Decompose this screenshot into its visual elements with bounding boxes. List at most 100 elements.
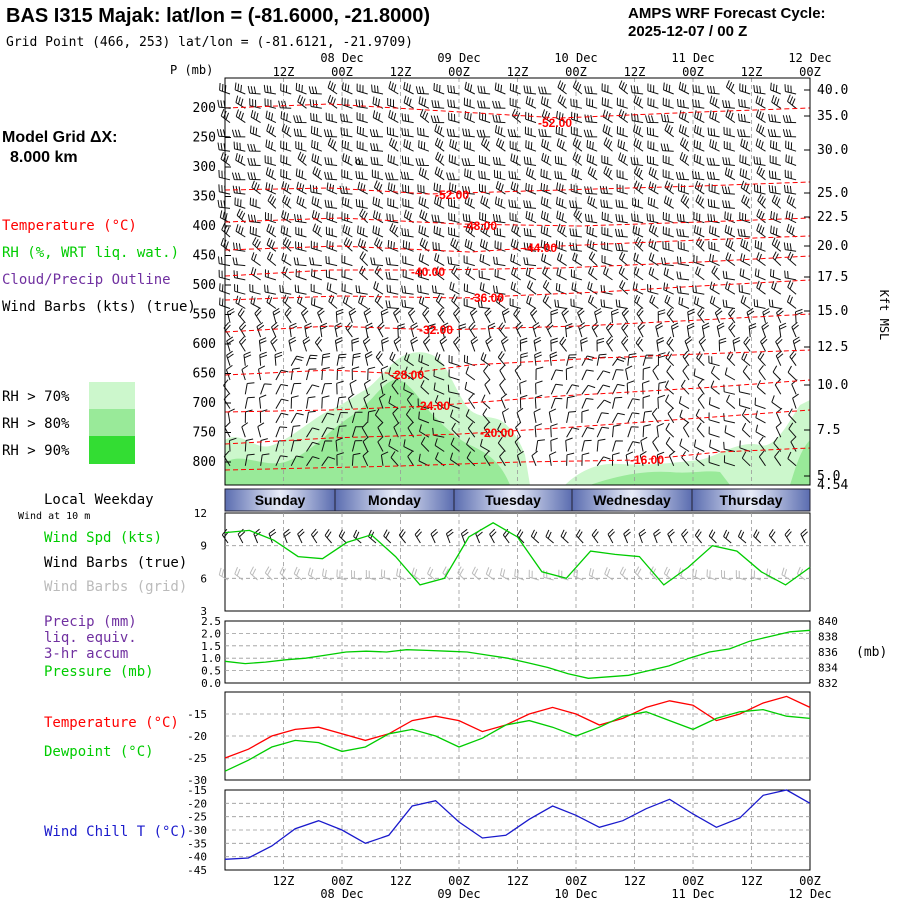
- upper-wind-barb: [696, 422, 705, 438]
- upper-wind-barb: [770, 211, 781, 224]
- bottom-date-label: 12 Dec: [788, 887, 831, 900]
- upper-wind-barb: [627, 398, 640, 409]
- upper-wind-barb: [786, 294, 797, 309]
- upper-wind-barb: [662, 155, 674, 166]
- upper-wind-barb: [565, 366, 574, 381]
- surface-wind-barb: [638, 528, 647, 544]
- upper-wind-barb: [722, 157, 735, 166]
- upper-wind-barb: [342, 295, 353, 309]
- upper-wind-barb: [753, 156, 766, 166]
- upper-wind-barb: [640, 436, 648, 452]
- upper-wind-barb: [392, 407, 399, 424]
- upper-wind-barb: [402, 255, 414, 267]
- upper-wind-barb: [662, 169, 674, 181]
- upper-wind-barb: [231, 172, 246, 181]
- upper-wind-barb: [768, 184, 781, 195]
- upper-wind-barb: [402, 240, 414, 252]
- upper-wind-barb: [220, 109, 231, 123]
- upper-wind-barb: [336, 353, 347, 366]
- surface-wind-barb: [623, 528, 631, 544]
- upper-wind-barb: [541, 152, 552, 166]
- upper-wind-barb: [601, 255, 613, 267]
- upper-wind-barb: [334, 337, 343, 352]
- upper-wind-barb: [549, 451, 557, 466]
- upper-wind-barb: [778, 322, 787, 338]
- temperature-line: [224, 695, 811, 759]
- upper-wind-barb: [642, 424, 651, 438]
- surface-wind-barb-grid: [692, 568, 702, 581]
- upper-wind-barb: [233, 242, 246, 252]
- upper-wind-barb: [224, 422, 231, 438]
- upper-wind-barb: [618, 152, 629, 166]
- upper-wind-barb: [584, 213, 598, 224]
- upper-wind-barb: [462, 128, 475, 138]
- bottom-time-label: 12Z: [624, 874, 646, 888]
- upper-wind-barb: [434, 352, 445, 367]
- upper-wind-barb: [493, 256, 506, 267]
- upper-wind-barb: [501, 307, 510, 323]
- upper-wind-barb: [265, 182, 277, 195]
- upper-wind-barb: [783, 242, 797, 252]
- upper-wind-barb: [310, 283, 322, 295]
- upper-wind-barb: [321, 427, 335, 438]
- weekday-label: Sunday: [255, 492, 306, 508]
- upper-wind-barb: [756, 380, 766, 395]
- upper-wind-barb: [377, 321, 385, 338]
- upper-wind-barb: [554, 170, 567, 181]
- upper-wind-barb: [463, 298, 475, 309]
- upper-wind-barb: [463, 140, 475, 152]
- upper-wind-barb: [615, 213, 628, 224]
- upper-wind-barb: [676, 228, 690, 238]
- upper-wind-barb: [789, 350, 797, 366]
- upper-wind-barb: [241, 365, 249, 381]
- pressure-tick-label: 650: [193, 367, 216, 382]
- upper-wind-barb: [256, 322, 265, 338]
- upper-wind-barb: [619, 280, 629, 295]
- upper-wind-barb: [646, 127, 659, 138]
- upper-wind-barb: [341, 169, 353, 181]
- height-axis-label: Kft MSL: [877, 290, 891, 341]
- upper-wind-barb: [381, 337, 389, 352]
- wind-tick-label: 3: [200, 605, 207, 618]
- isotherm-label: -16.00: [630, 453, 664, 467]
- surface-wind-barb-grid: [293, 566, 303, 581]
- upper-wind-barb: [755, 424, 766, 438]
- upper-wind-barb: [787, 451, 797, 467]
- upper-wind-barb: [321, 456, 336, 467]
- upper-wind-barb: [385, 271, 399, 281]
- upper-wind-barb: [217, 99, 231, 109]
- upper-wind-barb: [341, 212, 353, 224]
- upper-wind-barb: [465, 366, 476, 381]
- upper-wind-barb: [499, 450, 506, 467]
- upper-wind-barb: [401, 155, 414, 166]
- upper-wind-barb: [786, 223, 797, 238]
- upper-wind-barb: [678, 124, 690, 138]
- upper-wind-barb: [479, 282, 491, 295]
- upper-wind-barb: [448, 182, 460, 195]
- upper-wind-barb: [260, 383, 272, 395]
- upper-wind-barb: [554, 299, 567, 309]
- upper-wind-barb: [280, 169, 292, 181]
- upper-wind-barb: [708, 412, 720, 424]
- height-tick-label: 5.0: [817, 469, 840, 484]
- upper-wind-barb: [431, 100, 445, 109]
- upper-wind-barb: [480, 438, 491, 452]
- legend-wind-barbs: Wind Barbs (kts) (true): [2, 299, 196, 315]
- upper-wind-barb: [540, 96, 552, 109]
- upper-wind-barb: [600, 199, 613, 209]
- upper-wind-barb: [297, 94, 307, 109]
- upper-wind-barb: [351, 440, 363, 452]
- upper-wind-barb: [342, 224, 353, 238]
- height-tick-label: 20.0: [817, 239, 848, 254]
- upper-wind-barb: [587, 166, 598, 181]
- upper-wind-barb: [665, 436, 675, 452]
- upper-wind-barb: [479, 238, 491, 252]
- precip-pressure-ticks: 2.52.01.51.00.50.0 840 838 836 834 832: [201, 615, 838, 690]
- upper-wind-barb: [281, 181, 292, 195]
- upper-wind-barb: [433, 82, 445, 95]
- surface-wind-barb-grid: [336, 569, 347, 581]
- upper-wind-barb: [570, 126, 583, 138]
- upper-wind-barb: [790, 436, 797, 452]
- surface-wind-barb-grid: [573, 568, 584, 581]
- upper-wind-barb: [535, 380, 543, 395]
